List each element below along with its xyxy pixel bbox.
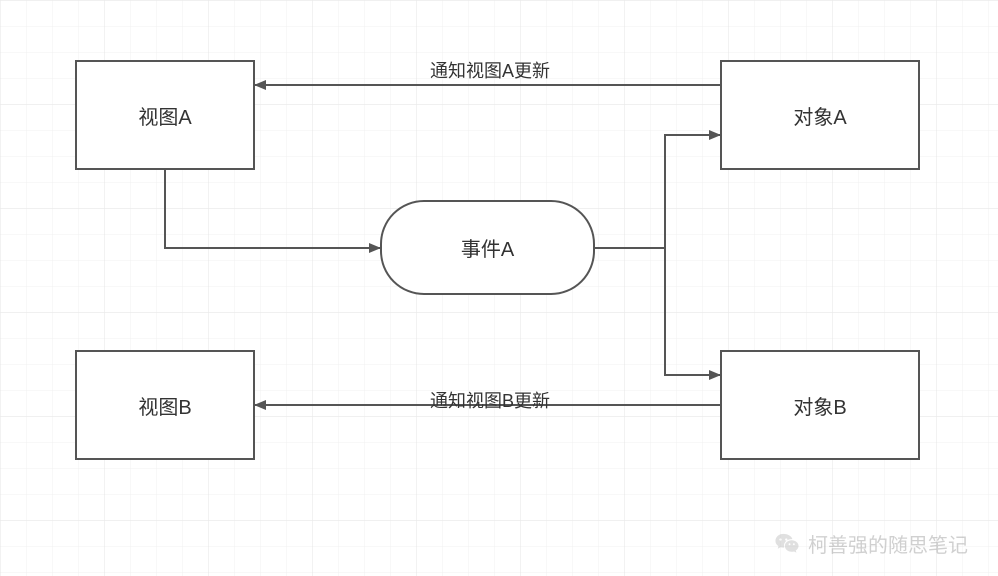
diagram-canvas: 视图A 对象A 事件A 视图B 对象B 通知视图A更新通知视图B更新 柯善强的随思笔记 [0,0,998,576]
node-label-viewB: 视图B [138,391,191,420]
node-event: 事件A [380,200,595,295]
watermark-text: 柯善强的随思笔记 [808,529,968,558]
wechat-icon [774,531,800,557]
edge-label-objB-to-viewB: 通知视图B更新 [430,387,550,413]
node-objA: 对象A [720,60,920,170]
watermark: 柯善强的随思笔记 [774,529,968,558]
node-label-viewA: 视图A [138,101,191,130]
edge-label-objA-to-viewA: 通知视图A更新 [430,57,550,83]
node-label-event: 事件A [461,233,514,262]
node-viewA: 视图A [75,60,255,170]
node-objB: 对象B [720,350,920,460]
node-viewB: 视图B [75,350,255,460]
node-label-objB: 对象B [793,391,846,420]
node-label-objA: 对象A [793,101,846,130]
